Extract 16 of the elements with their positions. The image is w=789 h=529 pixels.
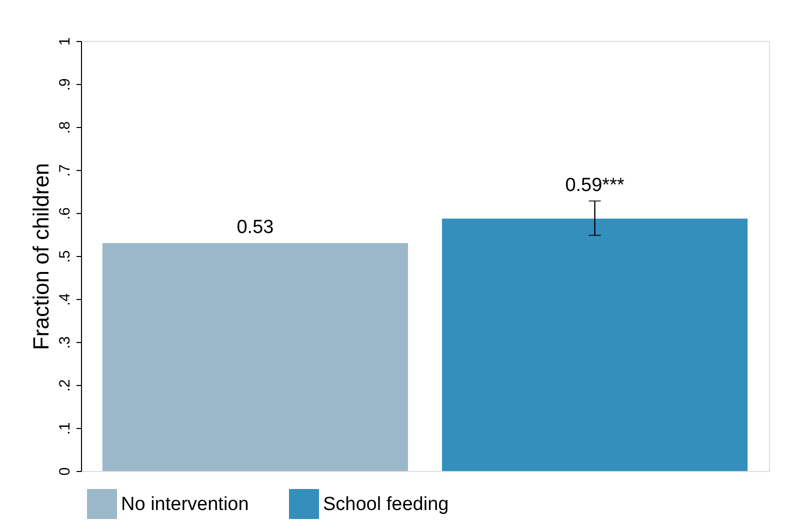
data-label: 0.53 (236, 217, 274, 238)
legend-label: No intervention (121, 494, 249, 515)
y-tick-label: 0 (56, 467, 74, 476)
y-tick-label: .6 (56, 207, 74, 220)
y-tick-label: .4 (56, 293, 74, 306)
y-tick-label: .5 (56, 250, 74, 263)
y-tick-label: .9 (56, 78, 74, 91)
y-tick-label: .8 (56, 121, 74, 134)
legend-label: School feeding (323, 494, 449, 515)
y-axis-title: Fraction of children (28, 162, 54, 350)
y-tick-label: 1 (56, 37, 74, 46)
y-tick-label: .3 (56, 336, 74, 349)
data-label: 0.59*** (565, 174, 625, 196)
y-tick-label: .2 (56, 379, 74, 392)
y-tick-label: .1 (56, 422, 74, 435)
y-tick-label: .7 (56, 164, 74, 177)
